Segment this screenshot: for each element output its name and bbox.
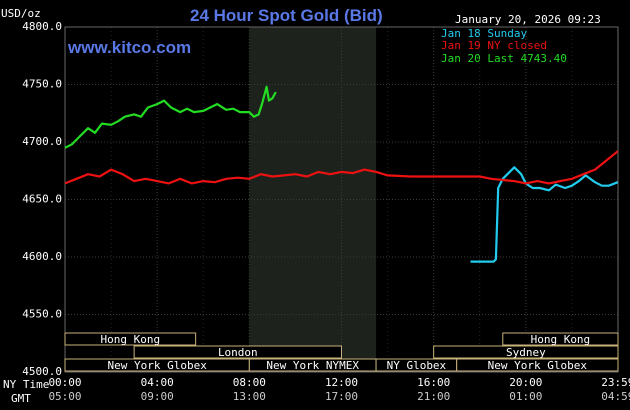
- x-tick-label: 04:00: [141, 376, 174, 389]
- x-tick-label: 12:00: [325, 376, 358, 389]
- timestamp: January 20, 2026 09:23: [455, 13, 601, 26]
- market-session-label: NY Globex: [387, 359, 447, 372]
- x-tick-label: 00:00: [48, 376, 81, 389]
- market-session-label: New York Globex: [488, 359, 588, 372]
- x-tick-label: 08:00: [233, 376, 266, 389]
- market-session-label: London: [218, 346, 258, 359]
- market-session-label: New York NYMEX: [266, 359, 359, 372]
- x-tick-label-gmt: 21:00: [417, 390, 450, 403]
- market-session-label: Hong Kong: [531, 333, 591, 346]
- market-session-box: [456, 358, 619, 372]
- nymex-session-shade: [249, 27, 377, 372]
- gmt-label: GMT: [11, 392, 31, 405]
- x-tick-label-gmt: 17:00: [325, 390, 358, 403]
- market-session-box: [133, 345, 342, 359]
- market-session-label: New York Globex: [107, 359, 207, 372]
- market-session-box: [64, 332, 197, 346]
- market-session-label: Hong Kong: [101, 333, 161, 346]
- ny-time-label: NY Time: [3, 378, 50, 391]
- series-line: [64, 85, 277, 149]
- legend-item-ny-closed: Jan 19 NY closed: [441, 39, 547, 52]
- x-tick-label-gmt: 01:00: [509, 390, 542, 403]
- chart-title: 24 Hour Spot Gold (Bid): [190, 6, 383, 25]
- legend-item-last: Jan 20 Last 4743.40: [441, 52, 567, 65]
- legend-item-sunday: Jan 18 Sunday: [441, 27, 528, 40]
- x-tick-label-gmt: 05:00: [48, 390, 81, 403]
- y-tick-label: 4650.0: [22, 193, 62, 206]
- x-tick-label: 23:59: [601, 376, 630, 389]
- x-tick-label: 16:00: [417, 376, 450, 389]
- x-tick-label-gmt: 04:59: [601, 390, 630, 403]
- y-tick-label: 4700.0: [22, 135, 62, 148]
- x-tick-label-gmt: 09:00: [141, 390, 174, 403]
- market-session-box: [433, 345, 619, 359]
- market-session-box: [502, 332, 619, 346]
- y-tick-label: 4750.0: [22, 78, 62, 91]
- y-tick-label: 4800.0: [22, 20, 62, 33]
- unit-label: USD/oz: [1, 7, 41, 20]
- y-tick-label: 4550.0: [22, 308, 62, 321]
- x-tick-label: 20:00: [509, 376, 542, 389]
- plot-frame: [64, 26, 619, 373]
- series-line: [470, 166, 619, 263]
- y-tick-label: 4500.0: [22, 365, 62, 378]
- brand-logo: www.kitco.com: [68, 38, 192, 57]
- series-line: [64, 150, 619, 185]
- y-tick-label: 4600.0: [22, 250, 62, 263]
- market-session-label: Sydney: [506, 346, 546, 359]
- x-tick-label-gmt: 13:00: [233, 390, 266, 403]
